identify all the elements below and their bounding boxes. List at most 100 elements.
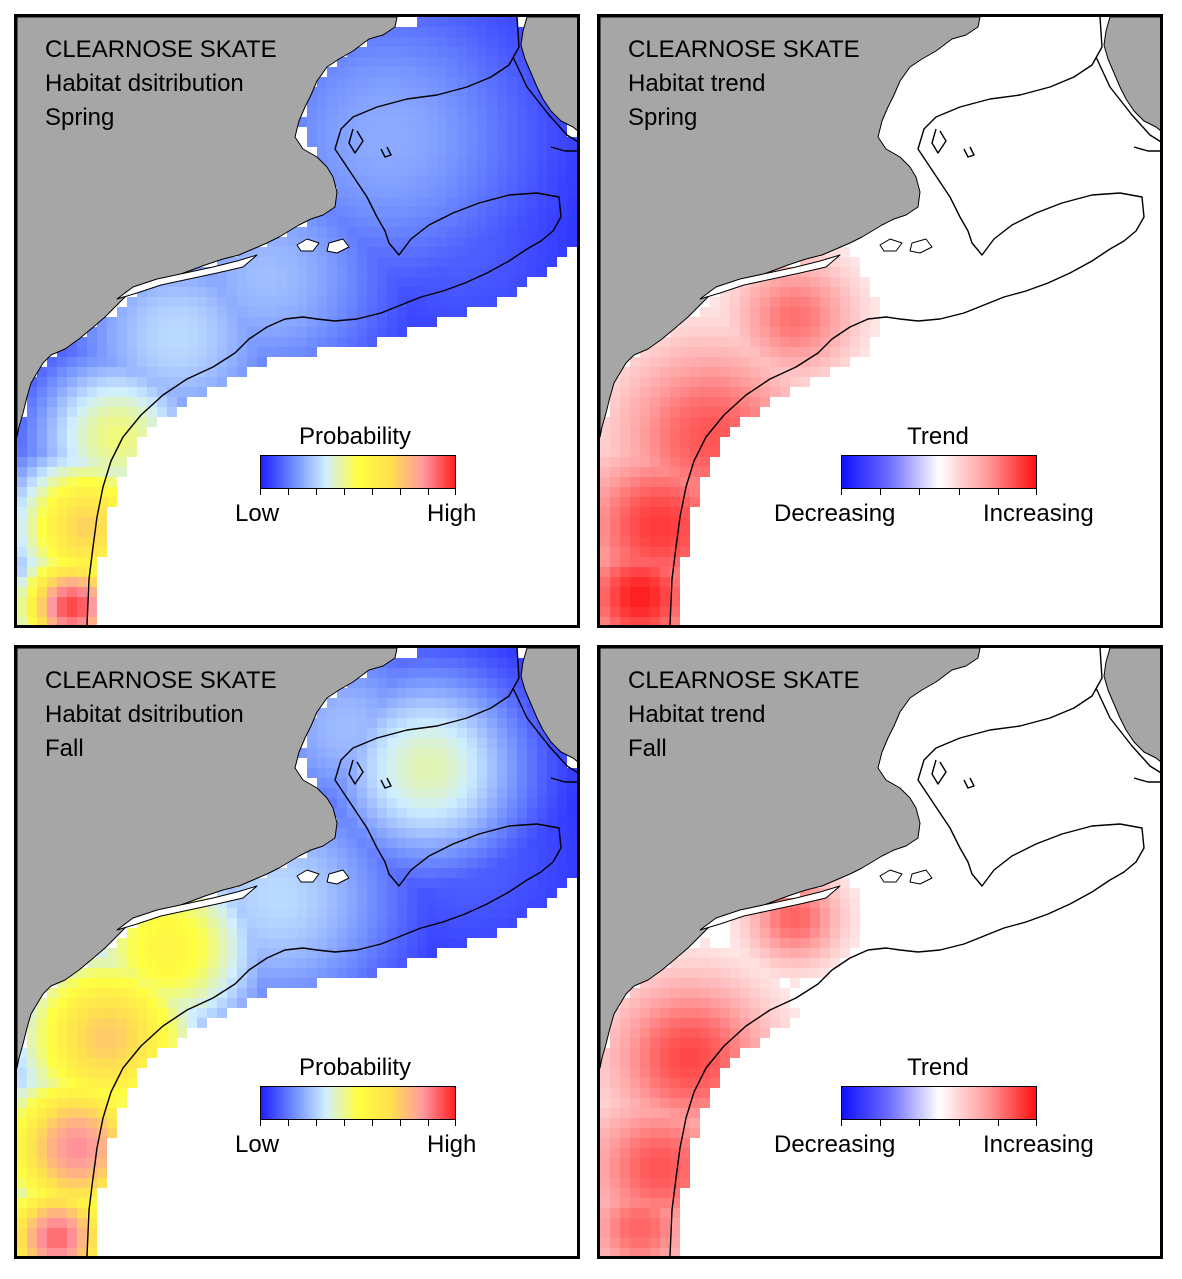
legend-tick xyxy=(316,1120,317,1126)
legend-tick xyxy=(841,1120,842,1126)
legend-tick xyxy=(1036,1120,1037,1126)
legend-high-label: Increasing xyxy=(983,500,1094,527)
map-panel-fall-distribution: CLEARNOSE SKATE Habitat dsitribution Fal… xyxy=(14,645,580,1259)
depth-contour xyxy=(1133,777,1160,783)
map-type: Habitat trend xyxy=(628,701,766,728)
legend-color-bar xyxy=(260,455,456,489)
legend-tick xyxy=(455,489,456,495)
legend-title: Probability xyxy=(298,1054,412,1081)
legend-title: Trend xyxy=(907,423,969,450)
probability-raster xyxy=(17,648,577,1256)
island xyxy=(326,869,350,885)
legend-title: Probability xyxy=(298,423,412,450)
legend-tick xyxy=(260,489,261,495)
probability-legend: Probability Low High xyxy=(233,1054,493,1164)
legend-tick xyxy=(1036,489,1037,495)
island xyxy=(296,869,320,883)
legend-high-label: High xyxy=(427,1131,477,1158)
depth-contour xyxy=(1095,56,1160,143)
land-mass xyxy=(520,17,577,131)
legend-tick xyxy=(316,489,317,495)
season-label: Fall xyxy=(628,735,667,762)
island xyxy=(879,869,903,883)
legend-title: Trend xyxy=(907,1054,969,1081)
depth-contour xyxy=(963,777,975,789)
legend-tick xyxy=(998,1120,999,1126)
map-panel-fall-trend: CLEARNOSE SKATE Habitat trend Fall Trend… xyxy=(597,645,1163,1259)
island xyxy=(909,869,933,885)
legend-tick xyxy=(841,489,842,495)
island xyxy=(879,238,903,252)
legend-tick xyxy=(998,489,999,495)
legend-low-label: Low xyxy=(235,1131,280,1158)
trend-legend: Trend Decreasing Increasing xyxy=(770,423,1130,533)
map-type: Habitat trend xyxy=(628,70,766,97)
depth-contour xyxy=(86,17,562,625)
season-label: Spring xyxy=(45,104,115,131)
legend-tick xyxy=(288,1120,289,1126)
species-name: CLEARNOSE SKATE xyxy=(628,36,860,63)
legend-tick xyxy=(344,489,345,495)
depth-contour xyxy=(550,146,577,152)
island xyxy=(116,254,258,300)
panel-title: CLEARNOSE SKATE Habitat trend Fall xyxy=(628,664,860,766)
land-mass xyxy=(17,648,398,1069)
depth-contour xyxy=(512,56,577,143)
legend-high-label: Increasing xyxy=(983,1131,1094,1158)
island xyxy=(296,238,320,252)
trend-raster xyxy=(600,247,880,625)
map-panel-spring-trend: CLEARNOSE SKATE Habitat trend Spring Tre… xyxy=(597,14,1163,628)
legend-low-label: Decreasing xyxy=(774,500,896,527)
legend-tick xyxy=(344,1120,345,1126)
land-mass xyxy=(600,648,981,1069)
legend-tick xyxy=(372,489,373,495)
legend-tick xyxy=(880,489,881,495)
map-canvas xyxy=(600,648,1160,1256)
depth-contour xyxy=(86,648,562,1256)
legend-tick xyxy=(959,1120,960,1126)
trend-legend: Trend Decreasing Increasing xyxy=(770,1054,1130,1164)
legend-low-label: Low xyxy=(235,500,280,527)
legend-tick xyxy=(919,1120,920,1126)
map-type: Habitat dsitribution xyxy=(45,701,244,728)
map-canvas xyxy=(17,17,577,625)
legend-color-bar xyxy=(841,1086,1037,1120)
species-name: CLEARNOSE SKATE xyxy=(628,667,860,694)
land-mass xyxy=(1103,17,1160,131)
legend-tick xyxy=(880,1120,881,1126)
depth-contour xyxy=(931,759,947,785)
species-name: CLEARNOSE SKATE xyxy=(45,667,277,694)
depth-contour xyxy=(380,146,392,158)
panel-title: CLEARNOSE SKATE Habitat dsitribution Spr… xyxy=(45,33,277,135)
depth-contour xyxy=(550,777,577,783)
map-panel-spring-distribution: CLEARNOSE SKATE Habitat dsitribution Spr… xyxy=(14,14,580,628)
depth-contour xyxy=(931,128,947,154)
depth-contour xyxy=(669,17,1145,625)
depth-contour xyxy=(348,759,364,785)
legend-high-label: High xyxy=(427,500,477,527)
depth-contour xyxy=(1095,687,1160,774)
map-canvas xyxy=(600,17,1160,625)
land-mass xyxy=(1103,648,1160,762)
probability-raster xyxy=(17,17,577,625)
legend-tick xyxy=(288,489,289,495)
legend-tick xyxy=(428,1120,429,1126)
legend-tick xyxy=(428,489,429,495)
legend-tick xyxy=(455,1120,456,1126)
land-mass xyxy=(520,648,577,762)
island xyxy=(116,885,258,931)
legend-tick xyxy=(959,489,960,495)
trend-raster xyxy=(600,878,860,1256)
panel-title: CLEARNOSE SKATE Habitat trend Spring xyxy=(628,33,860,135)
depth-contour xyxy=(669,648,1145,1256)
legend-color-bar xyxy=(841,455,1037,489)
island xyxy=(326,238,350,254)
legend-tick xyxy=(372,1120,373,1126)
island xyxy=(699,254,841,300)
season-label: Fall xyxy=(45,735,84,762)
legend-tick xyxy=(919,489,920,495)
legend-low-label: Decreasing xyxy=(774,1131,896,1158)
depth-contour xyxy=(380,777,392,789)
species-name: CLEARNOSE SKATE xyxy=(45,36,277,63)
depth-contour xyxy=(512,687,577,774)
